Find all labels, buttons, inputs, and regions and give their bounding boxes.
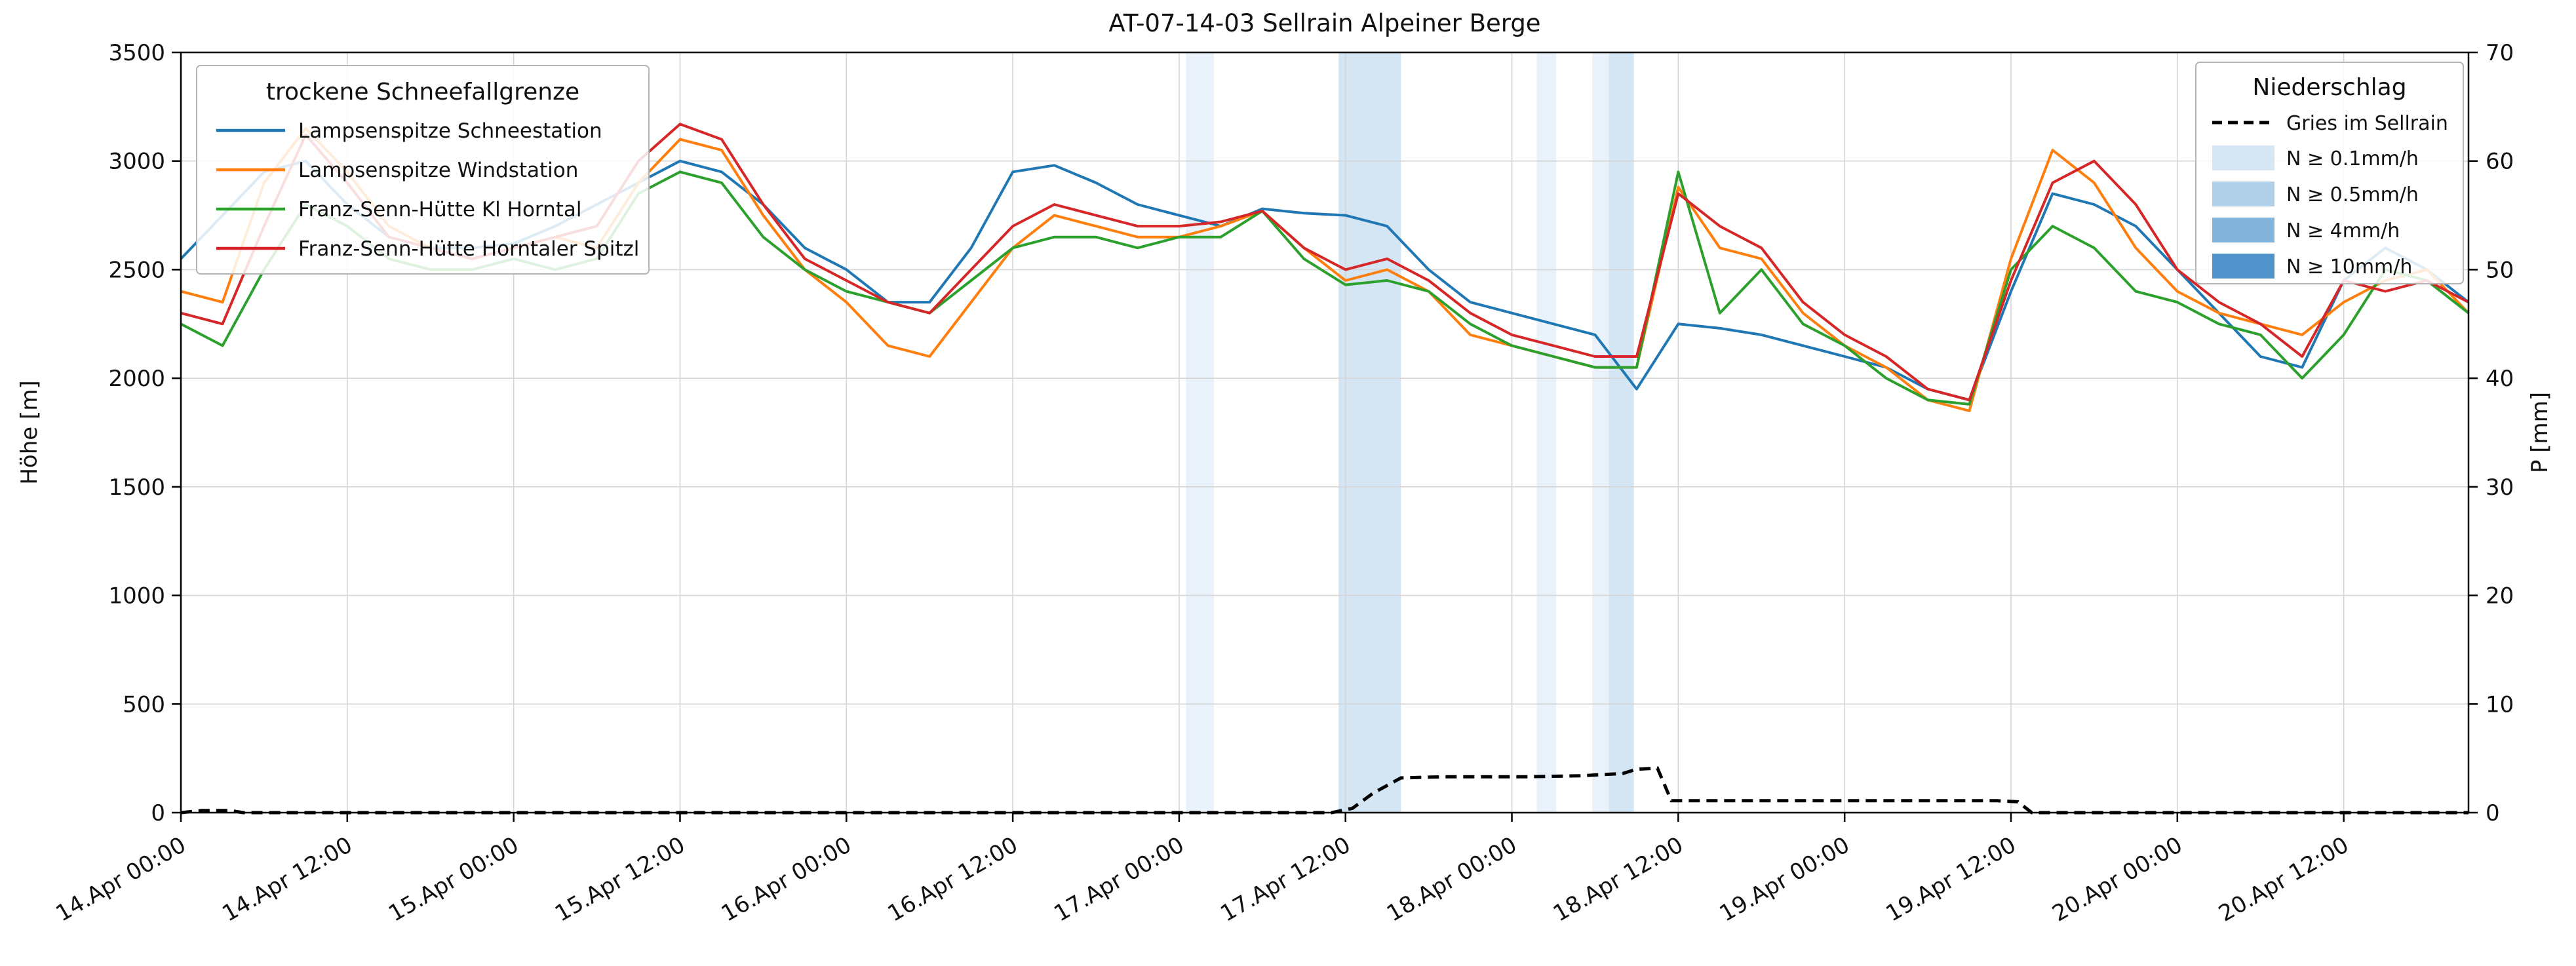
y-right-tick-label: 0 — [2486, 800, 2500, 826]
y-right-tick-label: 10 — [2486, 691, 2514, 718]
legend-snowline: trockene Schneefallgrenze Lampsenspitze S… — [196, 65, 650, 275]
x-tick-label: 14.Apr 12:00 — [218, 832, 357, 927]
legend-precip: Niederschlag Gries im Sellrain N ≥ 0.1mm/h… — [2195, 62, 2464, 284]
x-tick-label: 15.Apr 12:00 — [551, 832, 690, 927]
left-axis-label: Höhe [m] — [16, 380, 43, 484]
precip-band — [1536, 52, 1557, 813]
chart-title: AT-07-14-03 Sellrain Alpeiner Berge — [1108, 9, 1540, 37]
legend-snowline-title: trockene Schneefallgrenze — [266, 79, 579, 106]
y-left-tick-label: 0 — [151, 800, 165, 826]
y-right-tick-label: 20 — [2486, 583, 2514, 609]
y-left-tick-label: 3500 — [108, 40, 165, 66]
plot-frame — [180, 51, 2470, 814]
legend-entry-label: Franz-Senn-Hütte Kl Horntal — [298, 198, 582, 222]
x-tick-label: 16.Apr 12:00 — [884, 832, 1023, 927]
y-right-tick-label: 50 — [2486, 257, 2514, 283]
y-left-tick-label: 2500 — [108, 257, 165, 283]
legend-entry-label: N ≥ 0.5mm/h — [2286, 184, 2419, 206]
right-axis-label: P [mm] — [2527, 392, 2553, 473]
precip-band — [1609, 52, 1634, 813]
legend-band-swatch — [2212, 145, 2274, 170]
precip-bands — [1186, 52, 1634, 813]
y-right-tick-label: 70 — [2486, 40, 2514, 66]
legend-entry-label: N ≥ 10mm/h — [2286, 256, 2412, 279]
precip-line-layer — [180, 766, 2469, 815]
legend-entry-label: Gries im Sellrain — [2286, 112, 2448, 135]
y-left-tick-label: 1000 — [108, 583, 165, 609]
y-right-tick-label: 40 — [2486, 366, 2514, 392]
x-tick-label: 20.Apr 00:00 — [2048, 832, 2187, 927]
legend-entry-label: Lampsenspitze Schneestation — [298, 119, 602, 143]
x-tick-label: 14.Apr 00:00 — [52, 832, 191, 927]
precip-band — [1186, 52, 1214, 813]
legend-band-swatch — [2212, 182, 2274, 206]
plot-border — [180, 51, 2470, 814]
y-right-tick-label: 30 — [2486, 474, 2514, 501]
precip-line-gries — [180, 766, 2469, 815]
legend-band-swatch — [2212, 218, 2274, 242]
legend-precip-title: Niederschlag — [2252, 74, 2406, 101]
y-left-tick-label: 500 — [123, 691, 165, 718]
legend-band-swatch — [2212, 254, 2274, 279]
x-tick-label: 17.Apr 00:00 — [1049, 832, 1188, 927]
legend-entry-label: Franz-Senn-Hütte Horntaler Spitzl — [298, 237, 639, 261]
x-tick-label: 17.Apr 12:00 — [1216, 832, 1355, 927]
y-left-tick-label: 1500 — [108, 474, 165, 501]
x-tick-label: 18.Apr 12:00 — [1549, 832, 1688, 927]
y-left-tick-label: 2000 — [108, 366, 165, 392]
x-tick-label: 18.Apr 00:00 — [1382, 832, 1521, 927]
x-tick-label: 19.Apr 12:00 — [1882, 832, 2021, 927]
legend-snowline-box — [196, 65, 650, 275]
y-left-tick-label: 3000 — [108, 149, 165, 175]
legend-entry-label: N ≥ 0.1mm/h — [2286, 147, 2419, 170]
precip-band — [1338, 52, 1401, 813]
x-tick-label: 20.Apr 12:00 — [2214, 832, 2353, 927]
y-right-tick-label: 60 — [2486, 149, 2514, 175]
x-tick-label: 16.Apr 00:00 — [717, 832, 856, 927]
legend-entry-label: Lampsenspitze Windstation — [298, 159, 578, 182]
precip-band — [1592, 52, 1609, 813]
legend-entry-label: N ≥ 4mm/h — [2286, 220, 2400, 242]
x-tick-label: 15.Apr 00:00 — [384, 832, 523, 927]
x-tick-label: 19.Apr 00:00 — [1715, 832, 1854, 927]
